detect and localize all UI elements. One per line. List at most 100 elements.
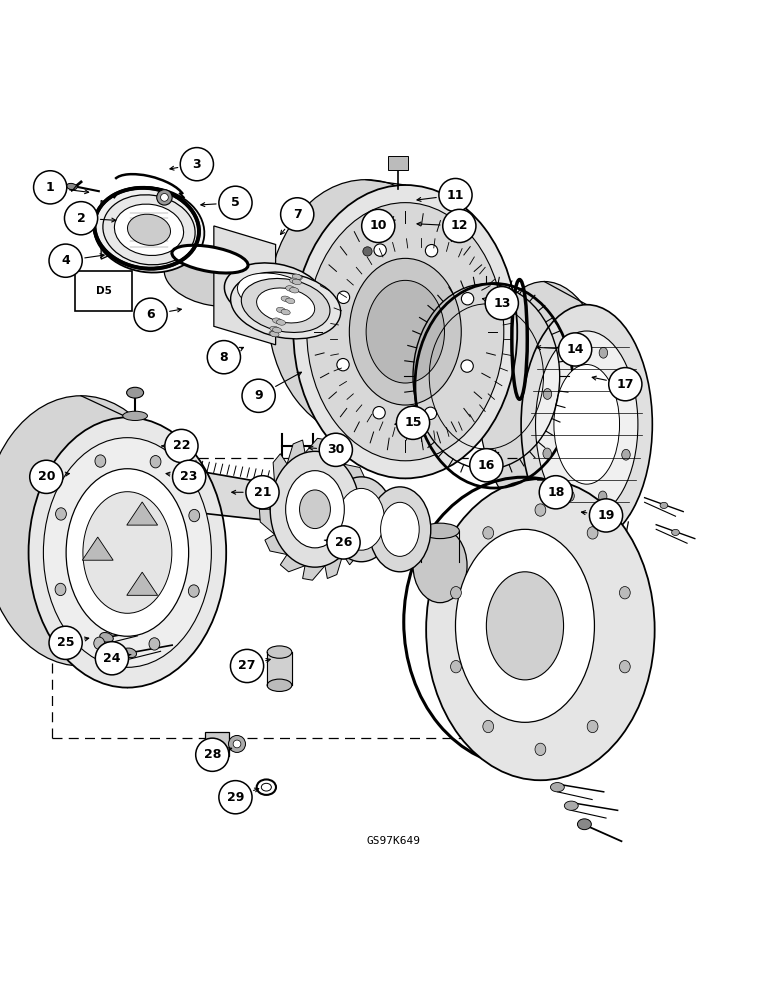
Ellipse shape xyxy=(543,448,551,459)
Circle shape xyxy=(539,476,572,509)
Ellipse shape xyxy=(381,502,419,556)
Ellipse shape xyxy=(462,293,474,305)
Ellipse shape xyxy=(55,583,66,596)
Ellipse shape xyxy=(0,396,180,666)
Circle shape xyxy=(196,738,229,771)
Text: 9: 9 xyxy=(254,389,263,402)
FancyBboxPatch shape xyxy=(75,271,132,311)
Ellipse shape xyxy=(482,720,493,733)
Ellipse shape xyxy=(269,331,278,336)
Ellipse shape xyxy=(189,509,200,522)
Text: 12: 12 xyxy=(451,219,468,232)
Circle shape xyxy=(361,209,394,243)
Circle shape xyxy=(95,642,128,675)
Text: GS97K649: GS97K649 xyxy=(367,836,421,846)
Text: 29: 29 xyxy=(227,791,244,804)
Text: 18: 18 xyxy=(547,486,564,499)
Ellipse shape xyxy=(455,529,594,722)
Circle shape xyxy=(485,287,518,320)
Ellipse shape xyxy=(619,660,630,673)
Ellipse shape xyxy=(621,449,630,460)
Polygon shape xyxy=(343,464,365,484)
Text: 19: 19 xyxy=(598,509,615,522)
Ellipse shape xyxy=(461,360,473,372)
Text: 21: 21 xyxy=(254,486,271,499)
Text: 10: 10 xyxy=(370,219,387,232)
Ellipse shape xyxy=(123,648,137,658)
Ellipse shape xyxy=(374,244,386,256)
Text: 11: 11 xyxy=(447,189,464,202)
Ellipse shape xyxy=(337,291,350,303)
Ellipse shape xyxy=(373,407,385,419)
Polygon shape xyxy=(267,652,292,685)
Ellipse shape xyxy=(425,407,437,419)
Ellipse shape xyxy=(425,245,438,257)
Text: 27: 27 xyxy=(239,659,256,672)
Text: 14: 14 xyxy=(567,343,584,356)
Ellipse shape xyxy=(273,318,282,323)
Polygon shape xyxy=(343,534,357,565)
Ellipse shape xyxy=(426,479,655,780)
Ellipse shape xyxy=(29,417,226,688)
Ellipse shape xyxy=(451,660,462,673)
Ellipse shape xyxy=(293,274,303,280)
Polygon shape xyxy=(305,438,327,453)
Ellipse shape xyxy=(56,508,66,520)
Ellipse shape xyxy=(276,320,286,325)
Polygon shape xyxy=(303,566,325,580)
Text: 7: 7 xyxy=(293,208,302,221)
Text: 4: 4 xyxy=(61,254,70,267)
Ellipse shape xyxy=(286,471,344,548)
Ellipse shape xyxy=(281,296,290,302)
Ellipse shape xyxy=(93,637,104,649)
Ellipse shape xyxy=(290,287,299,293)
Ellipse shape xyxy=(149,638,160,650)
Ellipse shape xyxy=(550,783,564,792)
Circle shape xyxy=(49,244,82,277)
Ellipse shape xyxy=(267,679,292,691)
Ellipse shape xyxy=(127,214,171,245)
Ellipse shape xyxy=(300,490,330,529)
Text: 28: 28 xyxy=(204,748,221,761)
Ellipse shape xyxy=(306,203,504,461)
Ellipse shape xyxy=(369,487,431,572)
Polygon shape xyxy=(355,509,368,540)
Circle shape xyxy=(29,460,63,493)
Ellipse shape xyxy=(536,331,638,518)
Ellipse shape xyxy=(286,298,295,304)
Circle shape xyxy=(180,148,213,181)
Ellipse shape xyxy=(554,365,619,484)
Circle shape xyxy=(172,460,205,493)
Ellipse shape xyxy=(293,185,517,478)
Text: 23: 23 xyxy=(181,470,198,483)
Ellipse shape xyxy=(413,529,467,603)
Ellipse shape xyxy=(256,288,315,323)
Polygon shape xyxy=(265,534,287,555)
Polygon shape xyxy=(325,447,350,464)
FancyBboxPatch shape xyxy=(205,732,229,756)
Ellipse shape xyxy=(337,358,349,371)
Polygon shape xyxy=(355,484,371,509)
Text: 24: 24 xyxy=(103,652,120,665)
Text: 16: 16 xyxy=(478,459,495,472)
Circle shape xyxy=(245,476,279,509)
Polygon shape xyxy=(259,509,275,534)
Ellipse shape xyxy=(267,646,292,658)
Ellipse shape xyxy=(293,274,301,280)
Ellipse shape xyxy=(421,523,459,539)
Ellipse shape xyxy=(151,456,161,468)
Circle shape xyxy=(64,202,97,235)
Circle shape xyxy=(590,499,622,532)
Ellipse shape xyxy=(270,331,279,337)
Ellipse shape xyxy=(229,735,245,752)
Ellipse shape xyxy=(270,326,279,332)
Ellipse shape xyxy=(622,390,631,401)
Circle shape xyxy=(219,781,252,814)
Circle shape xyxy=(327,526,360,559)
Circle shape xyxy=(242,379,276,412)
FancyBboxPatch shape xyxy=(388,156,408,170)
Ellipse shape xyxy=(587,720,598,733)
Ellipse shape xyxy=(273,327,282,333)
Ellipse shape xyxy=(521,305,652,544)
Ellipse shape xyxy=(276,307,286,313)
